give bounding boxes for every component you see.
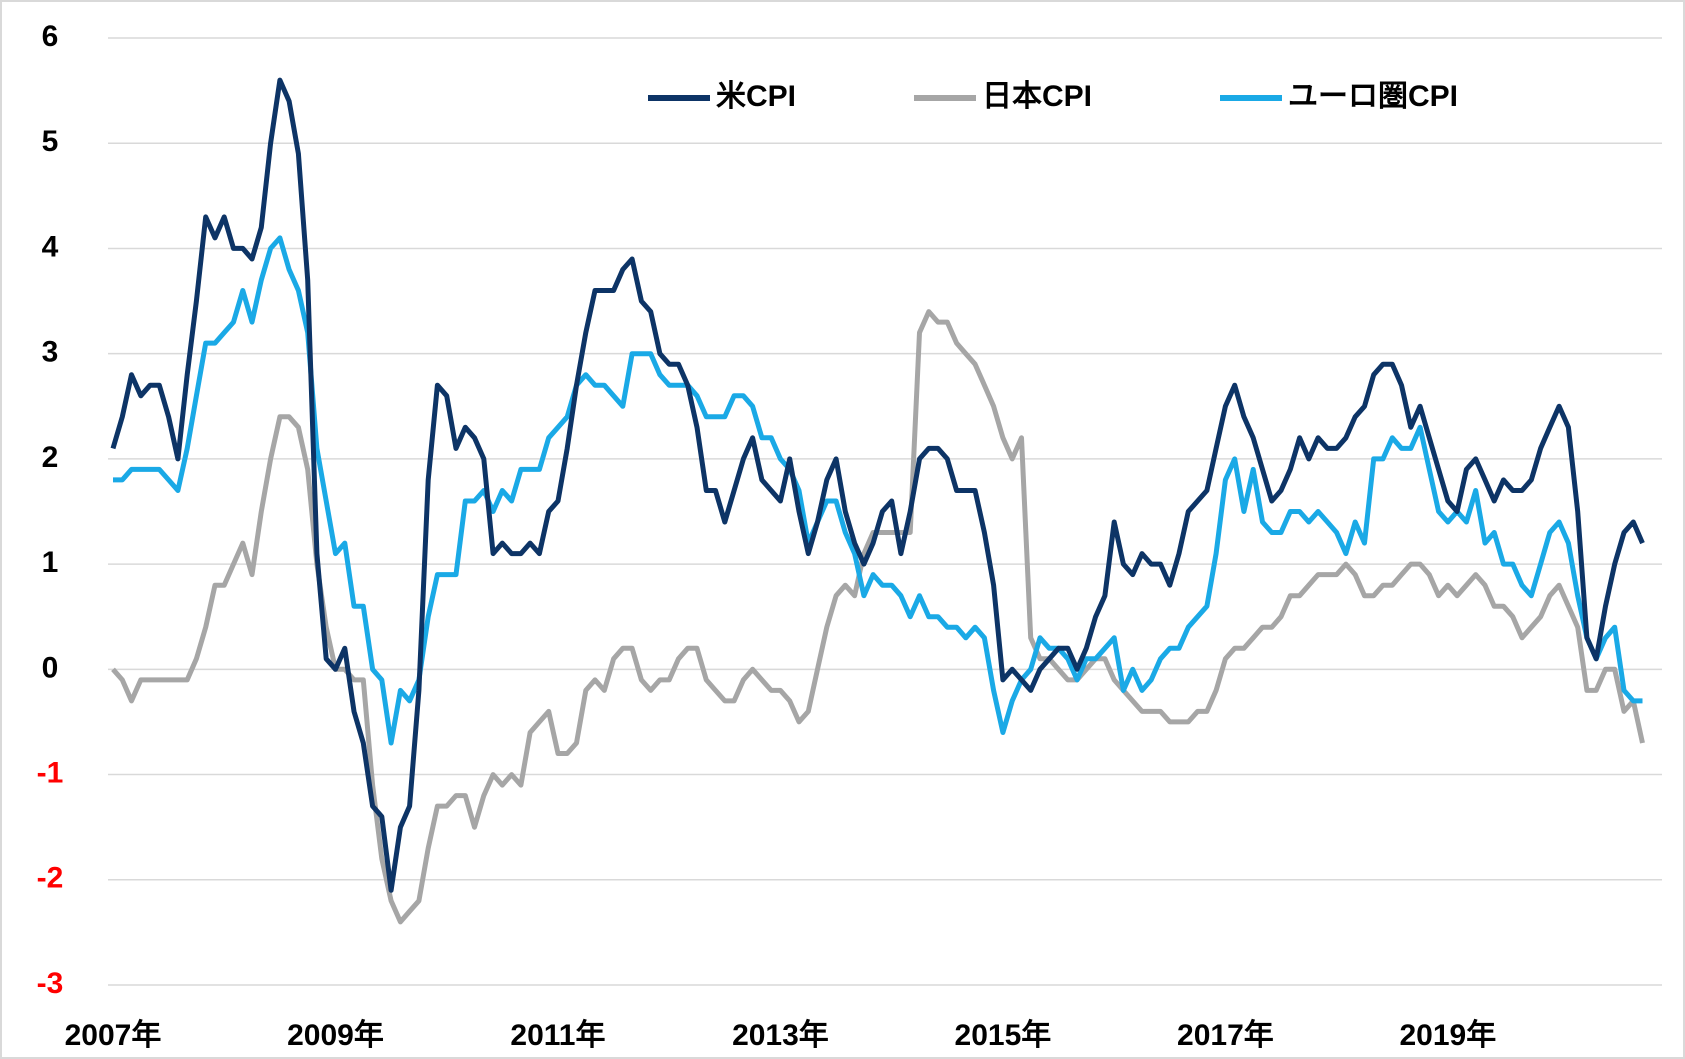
x-tick-label: 2013年 (732, 1019, 829, 1052)
legend-label: 米CPI (716, 80, 796, 113)
y-tick-label: -1 (37, 756, 64, 789)
x-tick-label: 2019年 (1400, 1019, 1497, 1052)
y-tick-label: 3 (42, 336, 59, 369)
y-tick-label: 4 (42, 230, 59, 263)
legend-label: 日本CPI (982, 80, 1092, 113)
x-tick-label: 2015年 (955, 1019, 1052, 1052)
x-tick-label: 2007年 (65, 1019, 162, 1052)
y-tick-label: -3 (37, 967, 64, 1000)
y-tick-label: 0 (42, 651, 59, 684)
x-tick-label: 2009年 (287, 1019, 384, 1052)
series-line (110, 77, 1645, 893)
series-line (113, 235, 1643, 746)
y-tick-label: 2 (42, 441, 59, 474)
y-tick-label: -2 (37, 862, 64, 895)
x-tick-label: 2011年 (510, 1019, 605, 1052)
series-line (111, 309, 1645, 925)
legend-label: ユーロ圏CPI (1288, 80, 1458, 113)
y-tick-label: 1 (42, 546, 59, 579)
x-tick-label: 2017年 (1177, 1019, 1274, 1052)
y-tick-label: 6 (42, 20, 59, 53)
y-tick-label: 5 (42, 125, 59, 158)
